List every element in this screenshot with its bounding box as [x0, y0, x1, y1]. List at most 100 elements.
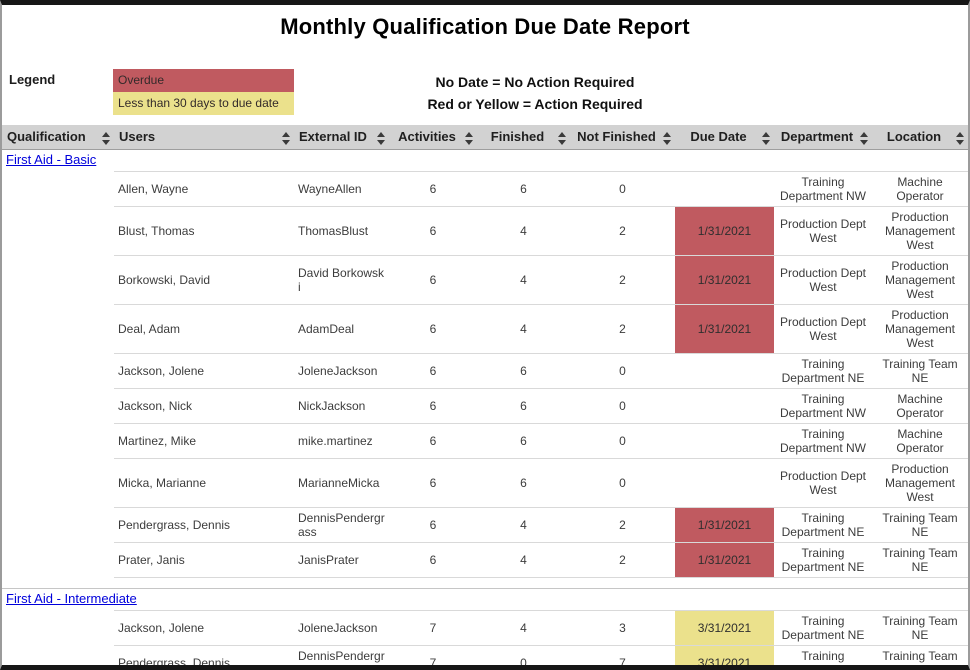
- cell-external-id: mike.martinez: [294, 423, 389, 459]
- qualification-section-row: First Aid - Intermediate: [2, 588, 968, 611]
- cell-activities: 6: [389, 304, 477, 354]
- sort-down-arrow-icon: [558, 140, 566, 145]
- cell-qualification-empty: [2, 172, 114, 207]
- legend-swatches: Overdue Less than 30 days to due date: [113, 69, 294, 115]
- cell-due-date: 3/31/2021: [675, 645, 774, 665]
- legend-notes: No Date = No Action Required Red or Yell…: [394, 71, 676, 115]
- cell-activities: 6: [389, 542, 477, 578]
- sort-down-arrow-icon: [465, 140, 473, 145]
- sort-icon[interactable]: [760, 130, 772, 145]
- table-row: Micka, Marianne MarianneMicka 6 6 0 Productio…: [2, 458, 968, 508]
- cell-external-id: NickJackson: [294, 388, 389, 424]
- report-table-container: Qualification Users External ID Activities F…: [2, 125, 968, 665]
- cell-location: Machine Operator: [872, 171, 968, 207]
- sort-down-arrow-icon: [762, 140, 770, 145]
- column-label: External ID: [299, 129, 367, 144]
- qualification-link[interactable]: First Aid - Intermediate: [6, 591, 137, 606]
- cell-external-id: AdamDeal: [294, 304, 389, 354]
- note-action-required: Red or Yellow = Action Required: [427, 96, 643, 112]
- qualification-link[interactable]: First Aid - Basic: [6, 152, 97, 167]
- cell-location: Training Team NE: [872, 610, 968, 646]
- cell-external-id: JanisPrater: [294, 542, 389, 578]
- cell-due-date: 3/31/2021: [675, 610, 774, 646]
- legend-warning-swatch: Less than 30 days to due date: [113, 92, 294, 115]
- sort-down-arrow-icon: [102, 140, 110, 145]
- sort-icon[interactable]: [556, 130, 568, 145]
- cell-activities: 6: [389, 353, 477, 389]
- column-label: Not Finished: [577, 129, 656, 144]
- cell-users: Borkowski, David: [114, 255, 294, 305]
- cell-users: Blust, Thomas: [114, 206, 294, 256]
- column-header-location[interactable]: Location: [872, 125, 968, 150]
- cell-location: Machine Operator: [872, 388, 968, 424]
- cell-qualification-empty: [2, 256, 114, 305]
- cell-activities: 6: [389, 206, 477, 256]
- table-row: Pendergrass, Dennis DennisPendergrass 7 0 7 3…: [2, 645, 968, 665]
- cell-due-date: [675, 353, 774, 389]
- cell-due-date: [675, 388, 774, 424]
- sort-icon[interactable]: [661, 130, 673, 145]
- cell-qualification-empty: [2, 207, 114, 256]
- cell-activities: 6: [389, 458, 477, 508]
- cell-location: Machine Operator: [872, 423, 968, 459]
- sort-icon[interactable]: [463, 130, 475, 145]
- sort-up-arrow-icon: [956, 132, 964, 137]
- column-header-finished[interactable]: Finished: [477, 125, 570, 150]
- cell-location: Training Team NE: [872, 542, 968, 578]
- table-row: Jackson, Nick NickJackson 6 6 0 Training Depa…: [2, 388, 968, 424]
- table-row: Pendergrass, Dennis DennisPendergrass 6 4 2 1…: [2, 507, 968, 543]
- cell-due-date: 1/31/2021: [675, 542, 774, 578]
- cell-not-finished: 0: [570, 458, 675, 508]
- column-header-department[interactable]: Department: [774, 125, 872, 150]
- sort-down-arrow-icon: [282, 140, 290, 145]
- cell-users: Micka, Marianne: [114, 458, 294, 508]
- cell-users: Deal, Adam: [114, 304, 294, 354]
- cell-department: Training Department NW: [774, 171, 872, 207]
- cell-finished: 4: [477, 610, 570, 646]
- column-label: Due Date: [690, 129, 747, 144]
- column-header-activities[interactable]: Activities: [389, 125, 477, 150]
- column-header-qualification[interactable]: Qualification: [2, 125, 114, 150]
- cell-location: Training Team NE: [872, 645, 968, 665]
- cell-not-finished: 2: [570, 304, 675, 354]
- cell-due-date: [675, 458, 774, 508]
- column-header-external-id[interactable]: External ID: [294, 125, 389, 150]
- cell-qualification-empty: [2, 508, 114, 543]
- table-row: Jackson, Jolene JoleneJackson 6 6 0 Training …: [2, 353, 968, 389]
- cell-qualification-empty: [2, 389, 114, 424]
- sort-down-arrow-icon: [956, 140, 964, 145]
- cell-not-finished: 2: [570, 542, 675, 578]
- cell-activities: 6: [389, 423, 477, 459]
- table-row: Blust, Thomas ThomasBlust 6 4 2 1/31/2021 Prod…: [2, 206, 968, 256]
- cell-not-finished: 3: [570, 610, 675, 646]
- cell-due-date: 1/31/2021: [675, 255, 774, 305]
- sort-icon[interactable]: [100, 130, 112, 145]
- sort-icon[interactable]: [375, 130, 387, 145]
- sort-icon[interactable]: [858, 130, 870, 145]
- column-label: Qualification: [7, 129, 86, 144]
- cell-users: Martinez, Mike: [114, 423, 294, 459]
- column-header-users[interactable]: Users: [114, 125, 294, 150]
- column-header-due-date[interactable]: Due Date: [675, 125, 774, 150]
- note-no-date: No Date = No Action Required: [435, 74, 635, 90]
- sort-up-arrow-icon: [465, 132, 473, 137]
- cell-finished: 6: [477, 388, 570, 424]
- column-header-not-finished[interactable]: Not Finished: [570, 125, 675, 150]
- cell-department: Production Dept West: [774, 458, 872, 508]
- cell-finished: 6: [477, 353, 570, 389]
- column-label: Users: [119, 129, 156, 144]
- sort-icon[interactable]: [954, 130, 966, 145]
- sort-icon[interactable]: [280, 130, 292, 145]
- legend-overdue-swatch: Overdue: [113, 69, 294, 92]
- cell-external-id: WayneAllen: [294, 171, 389, 207]
- cell-due-date: 1/31/2021: [675, 507, 774, 543]
- cell-users: Allen, Wayne: [114, 171, 294, 207]
- cell-finished: 4: [477, 255, 570, 305]
- cell-finished: 6: [477, 423, 570, 459]
- report-table: Qualification Users External ID Activities F…: [2, 125, 968, 665]
- cell-qualification-empty: [2, 459, 114, 508]
- cell-department: Training Department NE: [774, 507, 872, 543]
- sort-up-arrow-icon: [102, 132, 110, 137]
- sort-up-arrow-icon: [762, 132, 770, 137]
